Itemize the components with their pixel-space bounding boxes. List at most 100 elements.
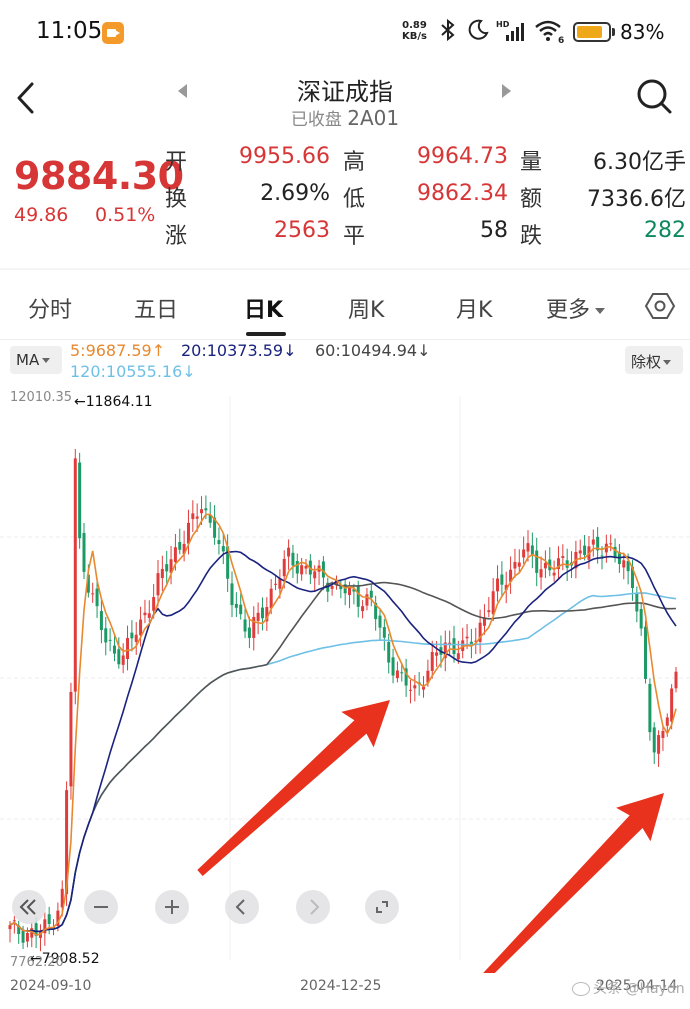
battery-icon [573,22,611,42]
back-button[interactable] [12,78,46,118]
candle-body [121,655,125,665]
candle-body [413,685,417,689]
candle-body [313,571,317,579]
collapse-left-button[interactable] [12,890,46,924]
next-index-arrow-icon[interactable] [502,84,511,98]
candle-body [330,586,334,589]
tab-five-day[interactable]: 五日 [134,298,179,323]
candle-body [456,653,460,660]
adjustment-selector[interactable]: 除权 [625,346,683,374]
candle-body [435,652,439,656]
market-status: 已收盘 2A01 [0,105,690,130]
network-speed: 0.89 KB/s [402,20,427,42]
candle-body [78,462,82,539]
candle-body [469,641,473,646]
candle-body [108,639,112,641]
candle-body [204,508,208,511]
period-low-marker: ←7908.52 [30,951,100,967]
ma5-line [9,513,677,936]
candle-body [526,543,530,552]
candle-body [365,594,369,606]
tab-daily-k[interactable]: 日K [244,298,284,323]
candle-body [543,562,547,569]
candle-body [239,604,243,615]
candle-body [400,672,404,674]
ma-selector[interactable]: MA [10,346,62,374]
candle-body [448,642,452,644]
watermark: 头条 @Haydn [572,978,685,998]
candle-body [260,607,264,619]
y-axis-min-label: 7762.20 [10,955,64,970]
candle-body [173,547,177,563]
quote-label: 开 [165,150,188,175]
candle-body [86,574,90,593]
cellular-signal-icon: HD [496,18,530,49]
chevron-left-icon [17,82,34,114]
candle-body [657,735,661,754]
search-icon [637,79,672,114]
candle-body [408,689,412,691]
quote-label: 量 [520,150,543,175]
quote-label: 平 [343,224,366,249]
x-axis-date-start: 2024-09-10 [10,978,92,994]
fullscreen-button[interactable] [365,890,399,924]
candle-body [339,584,343,590]
candle-body [230,583,234,606]
tab-monthly-k[interactable]: 月K [456,298,493,323]
candle-body [622,560,626,568]
ma120-value: 120:10555.16↓ [70,362,196,381]
zoom-in-button[interactable] [155,890,189,924]
annotation-arrow-right [481,793,664,973]
previous-index-arrow-icon[interactable] [178,84,187,98]
candle-body [274,583,278,585]
search-button[interactable] [634,76,674,116]
candle-body [25,932,29,942]
candle-body [674,671,678,689]
candle-body [195,516,199,519]
candle-body [156,573,160,596]
candle-body [391,657,395,676]
candle-body [661,730,665,738]
candle-body [652,727,656,753]
chevron-right-icon [310,899,320,915]
chevron-left-icon [235,899,245,915]
candle-body [139,619,143,636]
market-status-text: 已收盘 [290,110,342,130]
candle-body [321,561,325,578]
scroll-left-button[interactable] [225,890,259,924]
candle-body [596,536,600,551]
candle-body [670,688,674,722]
candle-body [200,509,204,514]
scroll-right-button[interactable] [296,890,330,924]
tab-more[interactable]: 更多 [546,292,606,324]
adjustment-label: 除权 [631,353,662,371]
candle-body [644,626,648,679]
quote-label: 高 [343,150,366,175]
zoom-out-button[interactable] [84,890,118,924]
candle-body [378,615,382,628]
candle-body [461,640,465,651]
kline-chart[interactable] [0,388,690,973]
quote-value: 9862.34 [417,181,508,206]
candle-body [99,611,103,631]
tab-intraday[interactable]: 分时 [28,298,73,323]
candle-body [160,568,164,579]
candle-body [147,613,151,618]
candle-body [17,925,21,935]
screen-record-icon [102,22,124,44]
candle-body [278,578,282,589]
candle-body [34,923,38,936]
candle-body [500,574,504,585]
tab-weekly-k[interactable]: 周K [348,298,385,323]
candle-body [191,513,195,520]
period-tabs: 分时 五日 日K 周K 月K 更多 [0,270,690,340]
header: 深证成指 已收盘 2A01 [0,64,690,134]
candle-body [583,545,587,555]
quote-value: 2563 [274,218,330,243]
network-speed-unit: KB/s [402,31,427,42]
quote-label: 额 [520,187,543,212]
chart-settings-button[interactable] [644,290,676,322]
active-tab-indicator [246,332,286,336]
candle-body [69,691,73,787]
candle-body [556,558,560,570]
